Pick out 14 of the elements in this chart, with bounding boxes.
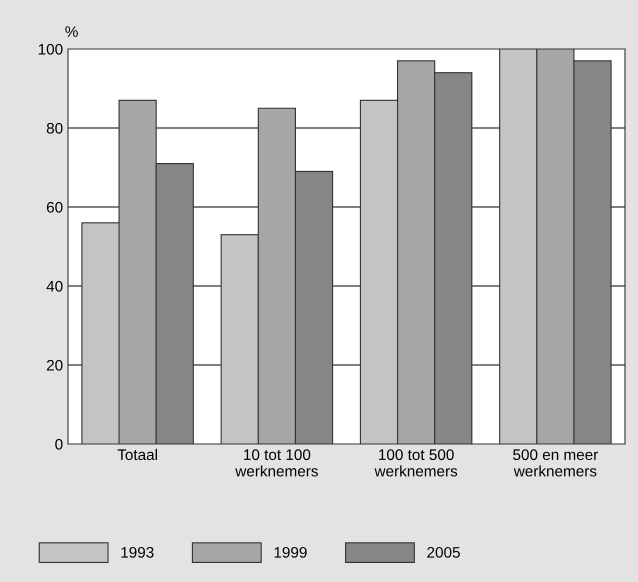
y-tick-label: 60 (46, 202, 63, 213)
y-tick-label: 100 (38, 44, 63, 55)
legend-label: 2005 (427, 546, 460, 558)
y-tick-label: 80 (46, 122, 63, 134)
y-axis-title: % (65, 26, 78, 37)
x-tick-label: 500 en meer werknemers (513, 449, 598, 477)
y-tick-label: 0 (55, 438, 63, 450)
y-tick-label: 40 (46, 280, 63, 292)
legend-label: 1993 (121, 546, 154, 558)
x-tick-label: 100 tot 500 werknemers (374, 449, 458, 477)
y-tick-label: 20 (46, 360, 63, 371)
legend-label: 1999 (274, 546, 307, 558)
x-tick-label: 10 tot 100 werknemers (235, 449, 318, 477)
x-tick-label: Totaal (118, 448, 157, 460)
